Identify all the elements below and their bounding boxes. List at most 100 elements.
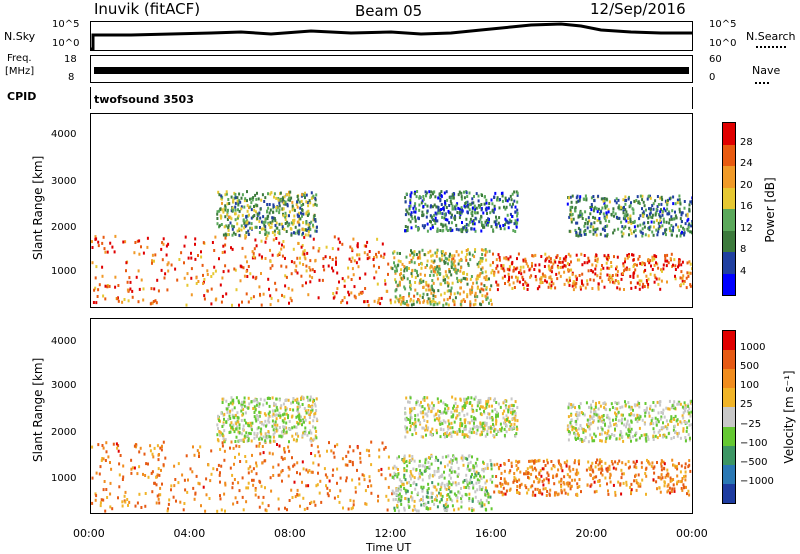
velocity-cell — [514, 434, 517, 438]
power-cell — [406, 225, 409, 229]
power-cell — [403, 276, 406, 280]
power-cell — [480, 267, 483, 271]
power-cell — [429, 288, 432, 292]
power-cell — [439, 259, 442, 263]
power-cell — [160, 247, 163, 251]
velocity-cell — [482, 428, 485, 432]
velocity-cell — [414, 424, 417, 428]
velocity-cell — [301, 419, 304, 423]
velocity-cell — [638, 426, 641, 430]
velocity-cell — [272, 433, 275, 437]
power-cell — [396, 251, 399, 255]
power-cell — [460, 191, 463, 195]
power-cell — [473, 222, 476, 226]
velocity-cell — [162, 440, 165, 444]
power-cell — [278, 232, 281, 236]
power-cell — [688, 222, 691, 226]
velocity-cell — [247, 396, 250, 400]
velocity-cell — [471, 427, 474, 431]
velocity-cell — [282, 413, 284, 417]
velocity-cell — [297, 402, 300, 406]
power-cell — [608, 200, 611, 204]
velocity-cell — [242, 508, 245, 512]
power-cell — [638, 279, 641, 283]
power-cell — [404, 196, 407, 200]
velocity-cell — [526, 491, 529, 495]
velocity-cell — [196, 449, 199, 453]
power-cell — [343, 296, 346, 300]
velocity-cell — [182, 508, 185, 512]
power-cell — [544, 252, 547, 256]
velocity-cell — [266, 397, 269, 400]
velocity-cell — [645, 406, 648, 410]
velocity-cell — [625, 483, 628, 487]
power-cell — [353, 285, 356, 289]
power-cell — [432, 281, 435, 285]
velocity-cell — [459, 422, 462, 426]
power-cell — [219, 214, 222, 218]
velocity-cell — [291, 426, 294, 430]
power-cell — [414, 218, 417, 222]
velocity-cell — [660, 473, 663, 477]
power-cell — [250, 296, 253, 300]
velocity-cell — [429, 432, 432, 436]
velocity-cell — [576, 492, 579, 496]
power-cell — [307, 204, 310, 208]
power-cell — [507, 280, 510, 283]
power-cell — [408, 267, 410, 270]
power-cell — [485, 219, 488, 222]
power-colorbar-segment — [723, 123, 735, 145]
velocity-cell — [554, 491, 557, 495]
power-cell — [190, 293, 193, 297]
power-cell — [312, 194, 315, 198]
power-cell — [301, 193, 304, 197]
power-cell — [629, 220, 632, 224]
power-cell — [413, 294, 416, 298]
velocity-cell — [568, 465, 571, 469]
power-cell — [429, 266, 432, 270]
power-cell — [476, 286, 479, 290]
velocity-cell — [409, 396, 412, 400]
velocity-cell — [350, 507, 353, 511]
power-cell — [351, 249, 354, 253]
velocity-cell — [309, 405, 312, 409]
power-cell — [584, 210, 587, 214]
velocity-cell — [247, 481, 250, 485]
power-cell — [460, 280, 462, 284]
power-cell — [579, 228, 582, 232]
velocity-cell — [307, 398, 310, 402]
velocity-cell — [414, 417, 417, 421]
power-cell — [309, 280, 312, 284]
velocity-cell — [652, 434, 655, 438]
power-cell — [449, 227, 452, 231]
velocity-cell — [279, 406, 282, 410]
power-cell — [444, 201, 447, 205]
power-cell — [116, 297, 119, 301]
velocity-cell — [497, 429, 500, 433]
velocity-cell — [489, 478, 492, 482]
velocity-cell — [264, 486, 266, 490]
velocity-cell — [685, 485, 687, 489]
velocity-cell — [449, 497, 452, 501]
velocity-cell — [566, 473, 569, 477]
power-cell — [604, 234, 607, 238]
velocity-cell — [250, 428, 253, 432]
velocity-cell — [265, 509, 268, 513]
velocity-cell — [294, 495, 297, 499]
power-cell — [414, 268, 417, 272]
power-cell — [434, 251, 437, 255]
velocity-cell — [580, 438, 583, 441]
velocity-cell — [208, 497, 211, 500]
power-cell — [645, 208, 647, 212]
velocity-cell — [400, 495, 403, 499]
power-cell — [486, 221, 489, 225]
power-cell — [683, 200, 686, 203]
velocity-cell — [254, 487, 257, 490]
power-cell — [458, 216, 461, 220]
velocity-cell — [597, 479, 600, 483]
power-cell — [613, 214, 615, 218]
velocity-cell — [494, 408, 497, 411]
velocity-cell — [158, 501, 161, 505]
power-cell — [264, 257, 267, 260]
velocity-cell — [503, 427, 506, 431]
